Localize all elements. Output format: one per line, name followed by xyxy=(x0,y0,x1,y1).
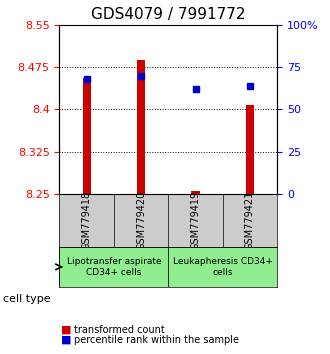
Text: ■: ■ xyxy=(61,325,72,335)
Bar xyxy=(59,247,168,287)
Text: Leukapheresis CD34+
cells: Leukapheresis CD34+ cells xyxy=(173,257,273,276)
Text: GSM779421: GSM779421 xyxy=(245,191,255,250)
Text: transformed count: transformed count xyxy=(74,325,165,335)
Bar xyxy=(168,247,277,287)
Bar xyxy=(82,78,91,194)
Bar xyxy=(246,105,254,194)
Bar xyxy=(191,191,200,194)
Text: cell type: cell type xyxy=(3,294,51,304)
Text: GSM779419: GSM779419 xyxy=(190,191,201,250)
Text: GSM779418: GSM779418 xyxy=(82,191,92,250)
Text: Lipotransfer aspirate
CD34+ cells: Lipotransfer aspirate CD34+ cells xyxy=(67,257,161,276)
Text: GSM779420: GSM779420 xyxy=(136,191,146,250)
Bar xyxy=(137,60,145,194)
Text: percentile rank within the sample: percentile rank within the sample xyxy=(74,335,239,345)
Text: ■: ■ xyxy=(61,335,72,345)
Title: GDS4079 / 7991772: GDS4079 / 7991772 xyxy=(91,7,246,22)
